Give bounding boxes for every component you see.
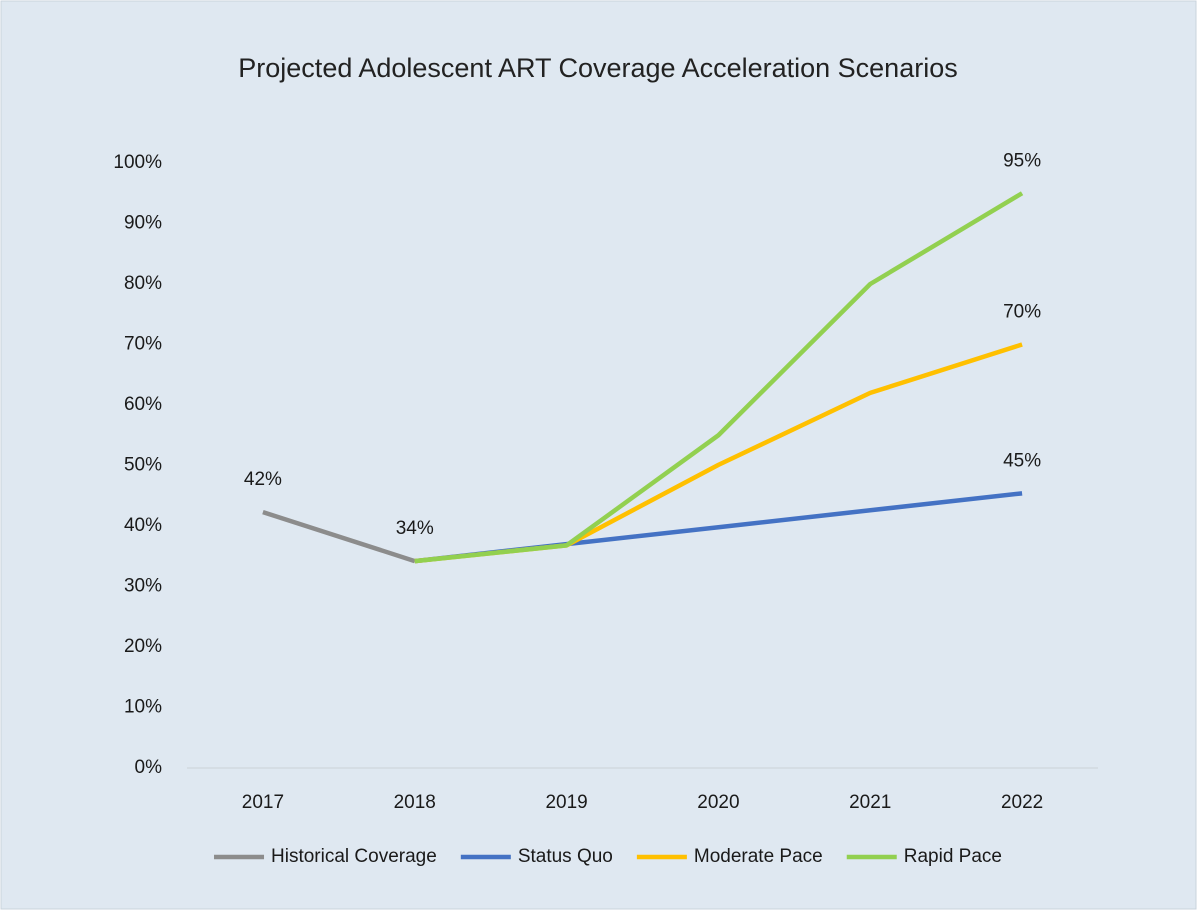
series-line [414,191,1024,564]
title-line: Projected Adolescent ART Coverage Accele… [238,53,957,83]
y-tick-label: 80% [124,273,162,294]
y-tick-label: 20% [124,636,162,657]
x-tick-label: 2017 [242,792,284,813]
legend-label: Status Quo [518,846,613,867]
y-tick-label: 70% [124,334,162,355]
y-tick-label: 40% [124,515,162,536]
y-tick-label: 90% [124,213,162,234]
legend: Historical Coverage Status Quo Moderate Pa… [214,846,1002,867]
series-line [262,509,416,564]
data-label: 95% [1003,150,1041,171]
legend-label: Rapid Pace [904,846,1002,867]
chart-title: Projected Adolescent ART Coverage Accele… [238,53,957,83]
x-tick-label: 2018 [394,792,436,813]
x-tick-label: 2019 [545,792,587,813]
x-tick-label: 2021 [849,792,891,813]
y-tick-label: 60% [124,394,162,415]
y-tick-label: 50% [124,455,162,476]
x-tick-label: 2022 [1001,792,1043,813]
x-tick-label: 2020 [697,792,739,813]
legend-label: Historical Coverage [271,846,437,867]
y-tick-label: 30% [124,576,162,597]
y-tick-label: 100% [113,152,162,173]
data-label: 42% [244,469,282,490]
legend-label: Moderate Pace [694,846,823,867]
y-tick-label: 10% [124,697,162,718]
data-label: 45% [1003,450,1041,471]
y-tick-label: 0% [135,757,163,778]
data-label: 34% [396,518,434,539]
data-label: 70% [1003,302,1041,323]
